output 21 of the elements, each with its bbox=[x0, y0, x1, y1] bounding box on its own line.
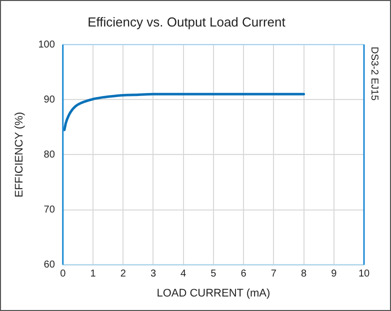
x-tick-label: 0 bbox=[60, 268, 66, 280]
x-axis-title: LOAD CURRENT (mA) bbox=[156, 287, 270, 300]
y-tick-label: 100 bbox=[38, 39, 56, 50]
x-tick-label: 10 bbox=[358, 268, 370, 280]
x-tick-label: 3 bbox=[150, 268, 156, 280]
y-tick-label: 90 bbox=[44, 94, 56, 106]
line-series bbox=[63, 92, 306, 132]
x-tick-label: 9 bbox=[331, 268, 338, 280]
y-tick-label: 70 bbox=[44, 204, 56, 216]
y-axis-title: EFFICIENCY (%) bbox=[14, 112, 26, 198]
x-tick-label: 5 bbox=[210, 268, 217, 280]
x-tick-label: 8 bbox=[300, 268, 307, 280]
x-tick-label: 6 bbox=[240, 268, 247, 280]
chart-title: Efficiency vs. Output Load Current bbox=[88, 14, 286, 30]
y-tick-label: 80 bbox=[44, 149, 56, 160]
y-tick-label: 60 bbox=[44, 260, 56, 271]
x-tick-label: 1 bbox=[90, 268, 96, 280]
x-tick-label: 7 bbox=[270, 268, 277, 280]
text: DS3-2 EJ15 bbox=[368, 46, 380, 101]
x-tick-label: 4 bbox=[180, 268, 187, 280]
x-tick-label: 2 bbox=[120, 268, 126, 280]
